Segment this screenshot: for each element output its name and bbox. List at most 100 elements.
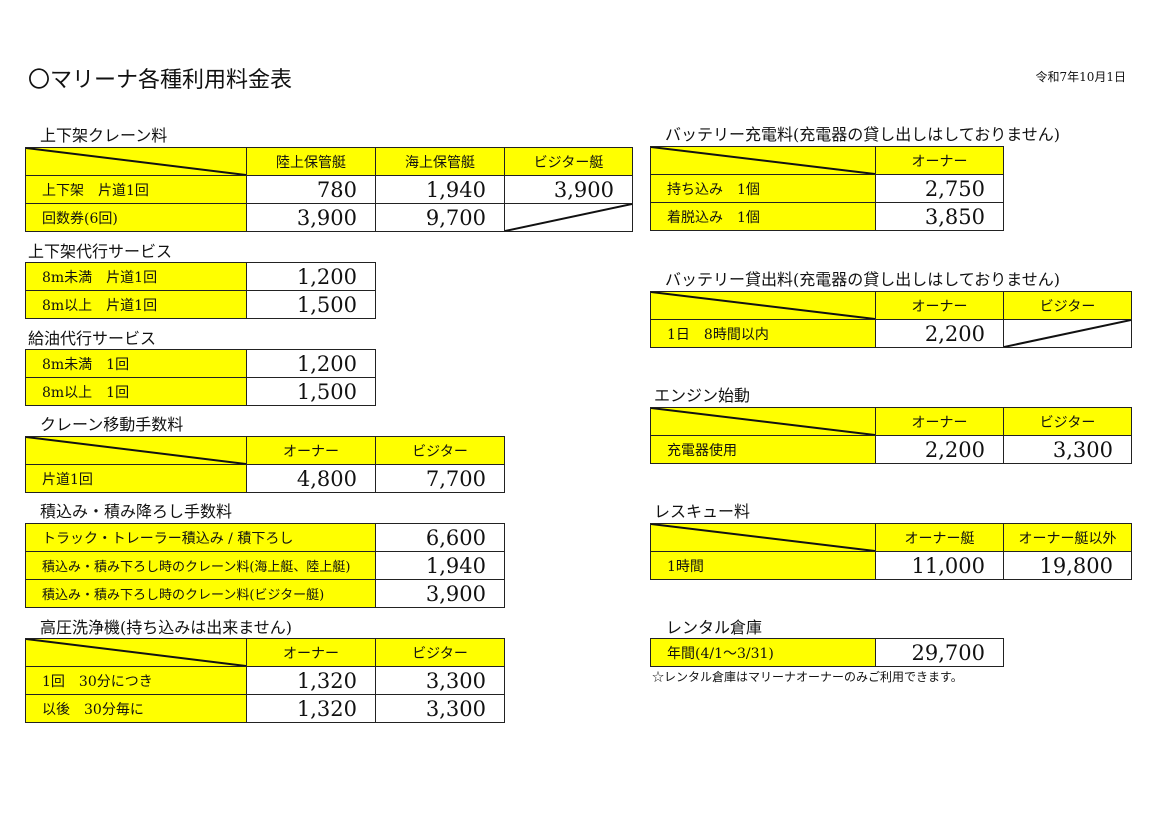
price-value: 3,300 (375, 666, 505, 695)
column-header: オーナー (875, 407, 1004, 436)
column-header: ビジター (375, 436, 505, 465)
row-label: 着脱込み 1個 (650, 202, 876, 231)
table-row: 8m未満 片道1回 1,200 (25, 262, 376, 291)
section-title-rental-storage: レンタル倉庫 (666, 618, 763, 637)
table-row: トラック・トレーラー積込み / 積下ろし 6,600 (25, 523, 505, 552)
table-row: 以後 30分毎に 1,320 3,300 (25, 694, 505, 723)
table-row: 年間(4/1～3/31) 29,700 (650, 638, 1004, 667)
not-applicable-cell (504, 203, 633, 232)
price-value: 3,900 (504, 175, 633, 204)
diagonal-line (26, 148, 246, 175)
table-row: 着脱込み 1個 3,850 (650, 202, 1004, 231)
diagonal-line (651, 147, 875, 174)
header-row: オーナー (650, 146, 1004, 175)
price-table-battery-charge: オーナー 持ち込み 1個 2,750 着脱込み 1個 3,850 (650, 146, 1004, 231)
price-table-battery-rental: オーナー ビジター 1日 8時間以内 2,200 (650, 291, 1132, 348)
price-table-washer: オーナー ビジター 1回 30分につき 1,320 3,300 以後 30分毎に 1,320… (25, 638, 505, 723)
rental-note: ☆レンタル倉庫はマリーナオーナーのみご利用できます。 (652, 670, 963, 684)
row-label: 8m以上 1回 (25, 377, 247, 406)
price-table-loading: トラック・トレーラー積込み / 積下ろし 6,600 積込み・積み下ろし時のクレーン… (25, 523, 505, 608)
price-value: 1,320 (246, 666, 376, 695)
diagonal-line (651, 408, 875, 435)
diagonal-line (26, 437, 246, 464)
column-header: ビジター (1003, 291, 1132, 320)
row-label: 持ち込み 1個 (650, 174, 876, 203)
section-title-crane: 上下架クレーン料 (40, 126, 168, 145)
price-value: 2,750 (875, 174, 1004, 203)
price-table-crane-move: オーナー ビジター 片道1回 4,800 7,700 (25, 436, 505, 493)
price-value: 780 (246, 175, 376, 204)
row-label: 1回 30分につき (25, 666, 247, 695)
column-header: オーナー (246, 638, 376, 667)
section-title-crane-move: クレーン移動手数料 (40, 415, 184, 434)
corner-cell (25, 147, 247, 176)
price-value: 4,800 (246, 464, 376, 493)
column-header: オーナー (246, 436, 376, 465)
table-row: 積込み・積み下ろし時のクレーン料(ビジター艇) 3,900 (25, 579, 505, 608)
column-header: オーナー (875, 146, 1004, 175)
row-label: 積込み・積み下ろし時のクレーン料(海上艇、陸上艇) (25, 551, 376, 580)
price-value: 7,700 (375, 464, 505, 493)
price-value: 1,500 (246, 290, 376, 319)
section-title-engine-start: エンジン始動 (654, 386, 751, 405)
not-applicable-cell (1003, 319, 1132, 348)
price-value: 2,200 (875, 319, 1004, 348)
corner-cell (650, 407, 876, 436)
row-label: 積込み・積み下ろし時のクレーン料(ビジター艇) (25, 579, 376, 608)
price-value: 9,700 (375, 203, 505, 232)
price-value: 3,300 (375, 694, 505, 723)
corner-cell (25, 436, 247, 465)
price-table-rental-storage: 年間(4/1～3/31) 29,700 (650, 638, 1004, 667)
row-label: 回数券(6回) (25, 203, 247, 232)
row-label: 8m以上 片道1回 (25, 290, 247, 319)
price-value: 11,000 (875, 551, 1004, 580)
price-value: 1,940 (375, 175, 505, 204)
corner-cell (650, 146, 876, 175)
row-label: 年間(4/1～3/31) (650, 638, 876, 667)
diagonal-line (651, 292, 875, 319)
price-value: 1,320 (246, 694, 376, 723)
header-row: オーナー ビジター (650, 407, 1132, 436)
row-label: 上下架 片道1回 (25, 175, 247, 204)
price-value: 1,500 (246, 377, 376, 406)
header-row: オーナー ビジター (25, 638, 505, 667)
column-header: ビジター艇 (504, 147, 633, 176)
price-value: 3,900 (375, 579, 505, 608)
section-title-battery-charge: バッテリー充電料(充電器の貸し出しはしておりません) (665, 125, 1061, 144)
price-table-haul-service: 8m未満 片道1回 1,200 8m以上 片道1回 1,500 (25, 262, 376, 319)
row-label: 片道1回 (25, 464, 247, 493)
corner-cell (650, 291, 876, 320)
column-header: オーナー艇以外 (1003, 523, 1132, 552)
column-header: ビジター (375, 638, 505, 667)
table-row: 8m未満 1回 1,200 (25, 349, 376, 378)
section-title-washer: 高圧洗浄機(持ち込みは出来ません) (40, 618, 293, 637)
table-row: 積込み・積み下ろし時のクレーン料(海上艇、陸上艇) 1,940 (25, 551, 505, 580)
price-value: 6,600 (375, 523, 505, 552)
diagonal-line (651, 524, 875, 551)
row-label: 1時間 (650, 551, 876, 580)
table-row: 1時間 11,000 19,800 (650, 551, 1132, 580)
price-value: 1,200 (246, 349, 376, 378)
price-table-engine-start: オーナー ビジター 充電器使用 2,200 3,300 (650, 407, 1132, 464)
price-value: 19,800 (1003, 551, 1132, 580)
section-title-battery-rental: バッテリー貸出料(充電器の貸し出しはしておりません) (665, 270, 1061, 289)
row-label: 8m未満 1回 (25, 349, 247, 378)
column-header: 海上保管艇 (375, 147, 505, 176)
row-label: トラック・トレーラー積込み / 積下ろし (25, 523, 376, 552)
table-row: 持ち込み 1個 2,750 (650, 174, 1004, 203)
page-title: 〇マリーナ各種利用料金表 (28, 68, 293, 93)
table-row: 1日 8時間以内 2,200 (650, 319, 1132, 348)
price-value: 1,200 (246, 262, 376, 291)
table-row: 8m以上 1回 1,500 (25, 377, 376, 406)
header-row: オーナー艇 オーナー艇以外 (650, 523, 1132, 552)
table-row: 充電器使用 2,200 3,300 (650, 435, 1132, 464)
row-label: 8m未満 片道1回 (25, 262, 247, 291)
diagonal-line (26, 639, 246, 666)
price-value: 3,850 (875, 202, 1004, 231)
diagonal-line (1004, 320, 1131, 347)
table-row: 8m以上 片道1回 1,500 (25, 290, 376, 319)
table-row: 1回 30分につき 1,320 3,300 (25, 666, 505, 695)
table-row: 片道1回 4,800 7,700 (25, 464, 505, 493)
effective-date: 令和7年10月1日 (1035, 70, 1126, 84)
header-row: オーナー ビジター (25, 436, 505, 465)
